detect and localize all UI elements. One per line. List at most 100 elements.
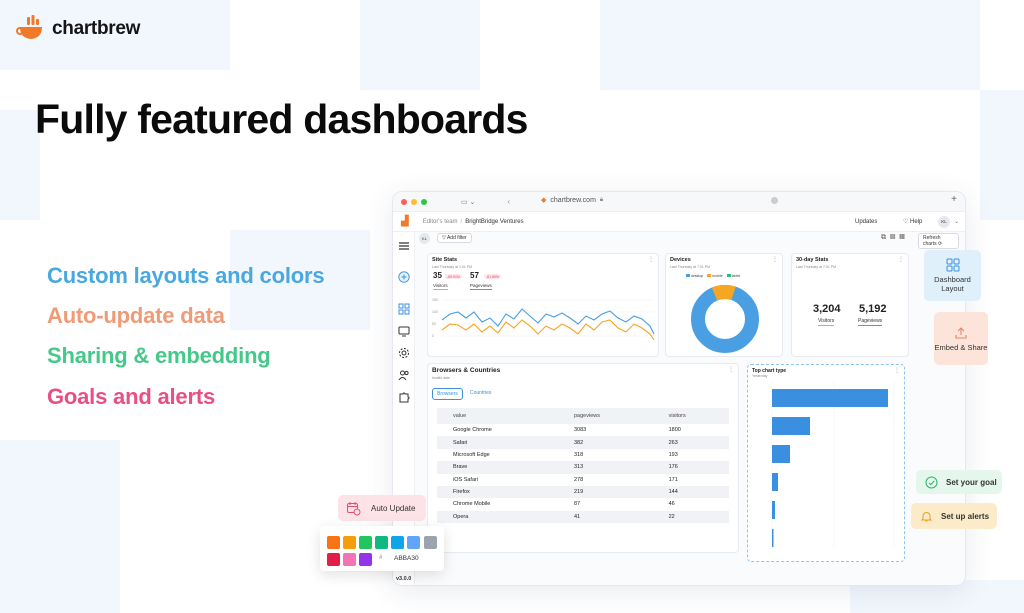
legend-swatch — [686, 274, 690, 277]
site-favicon-icon: ◆ — [541, 197, 547, 204]
table-row: Chrome Mobile 87 46 — [437, 498, 729, 510]
auto-update-label: Auto Update — [371, 503, 416, 513]
lock-icon: 🔒︎ — [599, 196, 604, 203]
color-swatch[interactable] — [327, 536, 340, 549]
table-cell: 22 — [652, 510, 729, 523]
legend-mobile: mobile — [707, 274, 723, 278]
sidebar-toggle-icon[interactable]: ▭ ⌄ — [461, 198, 476, 206]
table-cell: Opera — [437, 510, 558, 523]
table-cell: 263 — [652, 436, 729, 449]
users-icon[interactable] — [398, 369, 410, 381]
card-menu-icon[interactable]: ⋮ — [898, 257, 904, 263]
help-link[interactable]: ♡ Help — [903, 218, 922, 225]
color-swatch[interactable] — [407, 536, 420, 549]
integrations-puzzle-icon[interactable] — [398, 391, 410, 403]
background-tile — [600, 0, 980, 90]
brand-logo[interactable]: chartbrew — [16, 14, 140, 44]
table-cell: Microsoft Edge — [453, 451, 490, 458]
devices-card[interactable]: Devices Last Thursday at 7:01 PM ⋮ deskt… — [665, 253, 783, 357]
calendar-clock-icon — [347, 501, 361, 515]
table-cell: 41 — [558, 510, 653, 523]
bell-alert-icon — [920, 511, 933, 521]
column-header[interactable]: visitors — [652, 408, 729, 424]
url-bar[interactable]: ◆ chartbrew.com 🔒︎ — [541, 196, 604, 205]
table-cell: 46 — [668, 501, 675, 508]
set-alerts-button[interactable]: Set up alerts — [911, 503, 997, 529]
color-swatch[interactable] — [359, 553, 372, 566]
hex-input[interactable]: ABBA30 — [394, 555, 419, 562]
thirty-day-stats-card[interactable]: 30-day Stats Last Thursday at 7:01 PM ⋮ … — [791, 253, 909, 357]
auto-update-button[interactable]: Auto Update — [338, 495, 426, 521]
color-swatch[interactable] — [343, 536, 356, 549]
version-label: v3.0.0 — [396, 576, 412, 582]
card-menu-icon[interactable]: ⋮ — [728, 367, 734, 373]
avatar[interactable]: KL — [938, 215, 950, 228]
back-arrow-icon[interactable]: ‹ — [507, 197, 511, 206]
card-menu-icon[interactable]: ⋮ — [894, 368, 900, 374]
add-filter-button[interactable]: ▽ Add filter — [437, 233, 472, 243]
refresh-label: Refresh charts — [923, 235, 941, 247]
add-chart-icon[interactable] — [398, 271, 410, 283]
updates-link[interactable]: Updates — [855, 218, 878, 225]
extension-icon[interactable] — [771, 197, 778, 204]
table-cell: 313 — [558, 461, 653, 474]
table-cell: Brave — [437, 461, 558, 474]
breadcrumb-team[interactable]: Editor's team — [422, 218, 458, 225]
tab-browsers[interactable]: Browsers — [432, 388, 463, 400]
set-goal-button[interactable]: Set your goal — [916, 470, 1002, 494]
color-swatch[interactable] — [359, 536, 372, 549]
column-header[interactable]: pageviews — [558, 408, 653, 424]
check-circle-icon — [925, 476, 938, 488]
card-title: Devices — [670, 257, 691, 263]
maximize-dot-icon[interactable] — [421, 198, 427, 205]
app-topbar: ▟ Editor's team / BrightBridge Ventures … — [393, 212, 965, 232]
tab-countries[interactable]: Countries — [470, 390, 492, 396]
stat-value: 57 — [470, 271, 479, 280]
breadcrumb-project[interactable]: BrightBridge Ventures — [465, 218, 524, 225]
table-cell: 176 — [652, 461, 729, 474]
card-timestamp: Last Thursday at 7:01 PM — [670, 265, 711, 269]
background-tile — [0, 440, 120, 613]
brand-name: chartbrew — [52, 18, 141, 39]
site-stats-line-chart: 150 100 50 0 — [432, 298, 655, 341]
devices-legend: desktop mobile tablet — [686, 274, 740, 278]
card-menu-icon[interactable]: ⋮ — [648, 257, 654, 263]
minimize-dot-icon[interactable] — [411, 198, 417, 205]
color-swatch[interactable] — [391, 536, 404, 549]
color-swatch[interactable] — [343, 553, 356, 566]
devices-donut-chart — [691, 285, 759, 353]
table-cell: 318 — [574, 451, 584, 458]
embed-share-card[interactable]: Embed & Share — [934, 312, 988, 365]
svg-text:0: 0 — [432, 334, 434, 338]
feature-custom-layouts: Custom layouts and colors — [47, 263, 325, 288]
refresh-icon: ⟳ — [936, 241, 943, 247]
table-row: Safari 382 263 — [437, 436, 729, 449]
site-stats-card[interactable]: Site Stats Last Thursday at 1:01 PM ⋮ 35… — [427, 253, 659, 357]
filter-avatar[interactable]: KL — [419, 233, 430, 244]
table-row: Brave 313 176 — [437, 461, 729, 474]
settings-gear-icon[interactable] — [398, 347, 410, 359]
card-menu-icon[interactable]: ⋮ — [772, 257, 778, 263]
toolbar-action-icons[interactable]: ⧉▤▦ — [881, 234, 909, 241]
refresh-charts-button[interactable]: Refresh charts ⟳ — [918, 233, 959, 249]
dashboard-grid-icon[interactable] — [398, 303, 410, 315]
chartbrew-logo-icon — [16, 14, 46, 44]
color-swatch[interactable] — [327, 553, 340, 566]
stat-label: Pageviews — [858, 318, 883, 326]
avatar-menu-chevron-icon[interactable]: ⌄ — [954, 219, 960, 225]
app-logo-icon[interactable]: ▟ — [401, 216, 409, 227]
color-swatch[interactable] — [375, 536, 388, 549]
table-cell: Chrome Mobile — [453, 501, 491, 508]
column-header[interactable]: value — [437, 408, 558, 424]
top-chart-type-card[interactable]: Top chart type Yesterday ⋮ — [747, 364, 905, 562]
card-title: Browsers & Countries — [432, 367, 501, 374]
close-dot-icon[interactable] — [401, 198, 407, 205]
new-tab-icon[interactable]: + — [951, 194, 957, 205]
menu-icon[interactable] — [398, 240, 410, 252]
monitor-icon[interactable] — [398, 325, 410, 337]
legend-swatch — [707, 274, 712, 277]
dashboard-layout-card[interactable]: Dashboard Layout — [924, 250, 981, 301]
table-cell: 171 — [668, 476, 678, 483]
color-swatch[interactable] — [424, 536, 437, 549]
legend-label: tablet — [731, 274, 741, 278]
